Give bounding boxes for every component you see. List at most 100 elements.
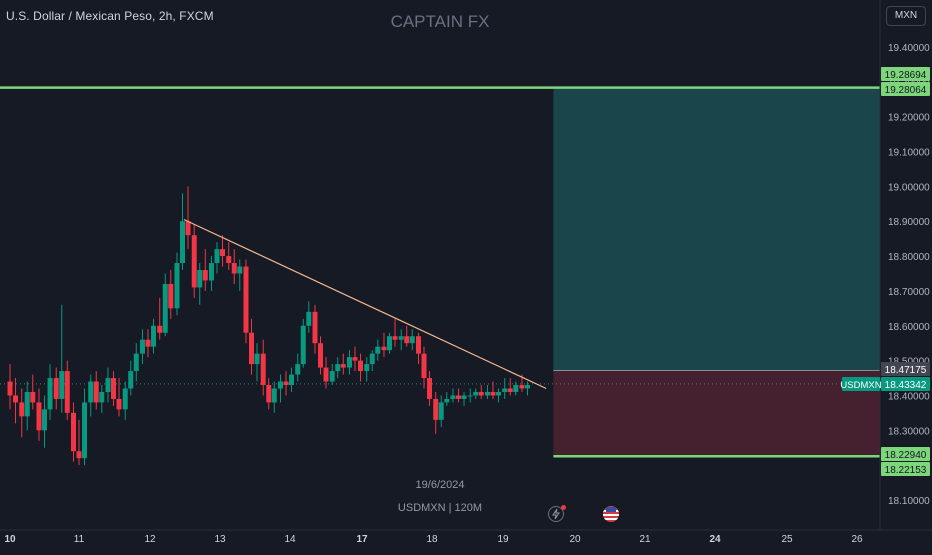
candle-body <box>133 353 139 372</box>
candle-body <box>490 391 496 396</box>
candle-body <box>473 391 479 396</box>
candle-body <box>231 263 237 274</box>
candle-body <box>300 325 306 365</box>
candle-body <box>266 385 272 403</box>
lightning-icon[interactable] <box>548 505 566 522</box>
x-tick-label: 13 <box>214 534 226 545</box>
candle-body <box>404 336 410 344</box>
candle-body <box>243 266 249 333</box>
candle-body <box>323 367 329 382</box>
x-tick-label: 17 <box>356 534 368 545</box>
candle-body <box>329 371 335 382</box>
candle-body <box>467 395 473 397</box>
candle-body <box>122 388 128 410</box>
time-axis: 10 11 12 13 14 17 18 19 20 21 24 25 26 <box>0 529 932 545</box>
candle-body <box>346 357 352 368</box>
candle-body <box>340 364 346 368</box>
candle-body <box>369 353 375 365</box>
candle-body <box>139 339 145 354</box>
x-tick-label: 26 <box>851 534 863 545</box>
x-tick-label: 24 <box>709 534 721 545</box>
y-tick-label: 19.00000 <box>888 182 930 193</box>
price-label-stop <box>881 447 930 461</box>
y-tick-label: 18.80000 <box>888 252 930 263</box>
candle-body <box>478 391 484 396</box>
candle-body <box>507 388 513 392</box>
candle-body <box>312 311 318 344</box>
x-tick-label: 10 <box>4 534 16 545</box>
currency-button[interactable]: MXN <box>886 6 926 26</box>
candle-body <box>254 353 260 365</box>
price-label-target <box>881 82 930 96</box>
us-flag-icon[interactable] <box>603 506 619 522</box>
candle-body <box>157 325 163 333</box>
trendline-layer <box>183 218 547 390</box>
candle-body <box>111 378 116 399</box>
candle-body <box>105 378 111 392</box>
candle-body <box>427 378 433 399</box>
trendline[interactable] <box>183 218 547 390</box>
candle-body <box>70 412 76 452</box>
y-tick-label: 18.70000 <box>888 287 930 298</box>
candle-body <box>438 402 444 420</box>
candle-body <box>151 325 157 347</box>
y-tick-label: 18.30000 <box>888 426 930 437</box>
candle-body <box>392 336 398 340</box>
candle-body <box>76 451 82 459</box>
y-tick-label: 18.40000 <box>888 391 930 402</box>
candle-body <box>364 364 370 372</box>
candle-body <box>180 221 185 264</box>
candle-body <box>295 364 301 375</box>
candle-body <box>318 343 323 368</box>
x-tick-label: 25 <box>781 534 793 545</box>
candle-body <box>456 395 461 399</box>
candle-body <box>59 371 65 399</box>
candle-body <box>93 381 99 403</box>
candle-body <box>381 346 387 351</box>
candle-body <box>220 249 226 257</box>
price-label-text: 19.28064 <box>885 85 927 96</box>
candle-body <box>42 409 47 431</box>
candle-body <box>502 388 508 392</box>
price-label-last <box>881 377 930 391</box>
candle-body <box>226 256 232 264</box>
price-label-text: 19.28694 <box>885 70 927 81</box>
price-label-text: 18.47175 <box>885 365 927 376</box>
candle-body <box>335 364 341 372</box>
brand-title: CAPTAIN FX <box>390 12 490 31</box>
candle-body <box>375 346 381 354</box>
y-tick-label: 18.90000 <box>888 217 930 228</box>
y-tick-label: 19.40000 <box>888 43 930 54</box>
symbol-title: U.S. Dollar / Mexican Peso, 2h, FXCM <box>6 9 214 23</box>
watermark-symbol: USDMXN | 120M <box>397 502 483 514</box>
candle-body <box>162 283 168 333</box>
candle-body <box>283 381 289 386</box>
candle-body <box>174 263 180 309</box>
y-tick-label: 18.60000 <box>888 322 930 333</box>
x-tick-label: 21 <box>639 534 651 545</box>
candle-body <box>24 391 30 417</box>
x-tick-label: 19 <box>497 534 509 545</box>
candle-body <box>88 381 94 403</box>
candle-body <box>82 402 88 459</box>
y-tick-label: 19.20000 <box>888 113 930 124</box>
candle-body <box>116 398 122 410</box>
candle-body <box>358 360 364 372</box>
price-labels: 19.28694 19.28064 18.47175 18.43342 USDMXN 18… <box>840 67 930 476</box>
candle-body <box>191 235 197 288</box>
candle-body <box>409 336 415 344</box>
candle-body <box>484 391 490 396</box>
horizontal-levels <box>0 86 880 458</box>
candle-body <box>197 270 203 288</box>
candle-body <box>208 263 214 281</box>
watermark-date: 19/6/2024 <box>415 479 465 491</box>
symbol-tag-text: USDMXN <box>840 380 881 391</box>
candle-body <box>450 395 456 399</box>
candle-body <box>128 371 134 389</box>
candle-body <box>496 391 502 396</box>
candle-body <box>398 336 404 340</box>
y-tick-label: 19.10000 <box>888 148 930 159</box>
candle-body <box>53 378 59 399</box>
